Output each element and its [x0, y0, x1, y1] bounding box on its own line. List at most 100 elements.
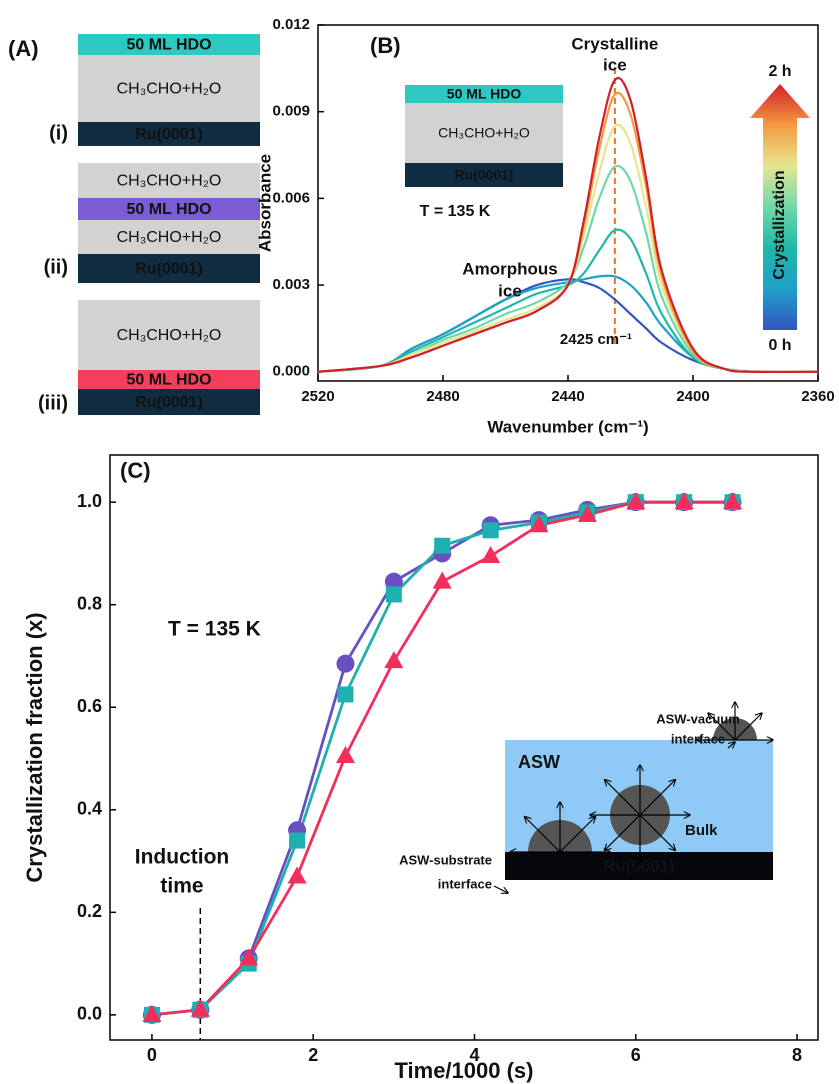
layer-label: CH₃CHO+H₂O [117, 327, 222, 344]
peak-label: 2425 cm⁻¹ [560, 331, 632, 348]
marker [434, 537, 451, 554]
y-tick-label: 0.000 [272, 363, 310, 380]
growth-arrow [605, 835, 620, 850]
marker [384, 651, 404, 669]
layer-label: CH₃CHO+H₂O [117, 229, 222, 246]
spoke [536, 828, 561, 853]
panel-label: (A) [8, 36, 39, 61]
pointer [493, 885, 508, 893]
layer-label: CH₃CHO+H₂O [438, 125, 530, 141]
marker [384, 572, 403, 591]
x-tick-label: 2440 [551, 388, 584, 405]
layer [78, 55, 260, 122]
x-tick-label: 4 [469, 1045, 479, 1065]
inset-schematic: Ru(0001) ASW Bulk ASW-vacuum interface ASW-su… [399, 702, 773, 893]
layer [405, 103, 563, 163]
marker [481, 546, 501, 564]
growth-arrow [708, 713, 720, 725]
marker [287, 866, 307, 884]
marker [432, 571, 452, 589]
layer-label: Ru(0001) [135, 394, 203, 411]
y-tick-label: 0.8 [77, 593, 102, 613]
stack-label: (i) [49, 122, 68, 144]
plot-frame [317, 24, 819, 382]
layer-label: CH₃CHO+H₂O [117, 81, 222, 98]
substrate-interface-label: ASW-substrate [399, 852, 492, 867]
induction-label: Induction [135, 846, 229, 869]
marker [289, 832, 306, 849]
y-tick-label: 0.4 [77, 799, 102, 819]
colorbar-arrow [750, 84, 810, 330]
stack-label: (ii) [44, 256, 68, 278]
series-line [317, 278, 819, 374]
y-tick-label: 0.006 [272, 189, 310, 206]
spoke [559, 828, 584, 853]
series-line [317, 228, 819, 374]
x-tick-label: 2520 [301, 388, 334, 405]
layer [78, 163, 260, 198]
marker [529, 515, 549, 533]
marker [385, 586, 402, 603]
series-line [317, 274, 819, 374]
layer-label: 50 ML HDO [126, 372, 211, 389]
layer [405, 85, 563, 103]
layer [78, 254, 260, 283]
growth-arrow [660, 835, 675, 850]
induction-label: time [160, 875, 203, 898]
y-tick-label: 1.0 [77, 491, 102, 511]
spoke [639, 793, 662, 816]
vacuum-interface-label: ASW-vacuum [656, 711, 740, 726]
x-tick-label: 6 [631, 1045, 641, 1065]
spoke [639, 814, 662, 837]
layer-label: Ru(0001) [454, 167, 513, 183]
marker [674, 492, 694, 510]
x-tick-label: 2360 [801, 388, 834, 405]
layer [78, 220, 260, 254]
spoke [734, 724, 751, 741]
substrate-label: Ru(0001) [603, 856, 675, 875]
growth-arrow [750, 713, 762, 725]
crystalline-label: ice [603, 55, 627, 74]
medium-label: ASW [518, 752, 560, 772]
y-axis-label: Absorbance [255, 154, 274, 252]
spoke [618, 814, 641, 837]
layer [78, 389, 260, 415]
x-tick-label: 2 [308, 1045, 318, 1065]
x-axis-label: Time/1000 (s) [394, 1058, 533, 1083]
substrate-interface-label: interface [438, 876, 492, 891]
layer [405, 163, 563, 187]
colorbar-label: Crystallization [771, 170, 788, 279]
y-tick-label: 0.2 [77, 901, 102, 921]
marker [239, 948, 259, 966]
layer [78, 370, 260, 389]
y-tick-label: 0.012 [272, 16, 310, 33]
panel-c: 0 2 4 6 8 0.0 0.2 0.4 0.6 0.8 1.0 Time/1000 (s) Crys… [22, 454, 819, 1083]
layer-label: Ru(0001) [135, 261, 203, 278]
panel-label: (B) [370, 33, 401, 58]
marker [335, 745, 355, 763]
crystalline-label: Crystalline [571, 34, 658, 53]
layer [78, 122, 260, 146]
layer-label: Ru(0001) [135, 126, 203, 143]
layer-label: 50 ML HDO [126, 37, 211, 54]
pointer [727, 742, 735, 748]
y-tick-label: 0.0 [77, 1004, 102, 1024]
x-tick-label: 2400 [676, 388, 709, 405]
marker [337, 686, 354, 703]
x-tick-label: 8 [792, 1045, 802, 1065]
growth-arrow [525, 817, 538, 830]
panel-a: (A) 50 ML HDO CH₃CHO+H₂O Ru(0001) (i) CH₃CHO+… [8, 34, 260, 415]
marker [190, 999, 210, 1017]
layer [78, 300, 260, 370]
marker [482, 522, 499, 539]
y-tick-label: 0.003 [272, 276, 310, 293]
series-line [317, 164, 819, 374]
marker [723, 492, 743, 510]
spoke [719, 724, 736, 741]
plot-frame [109, 454, 819, 1041]
marker [577, 504, 597, 522]
substrate [505, 852, 773, 880]
